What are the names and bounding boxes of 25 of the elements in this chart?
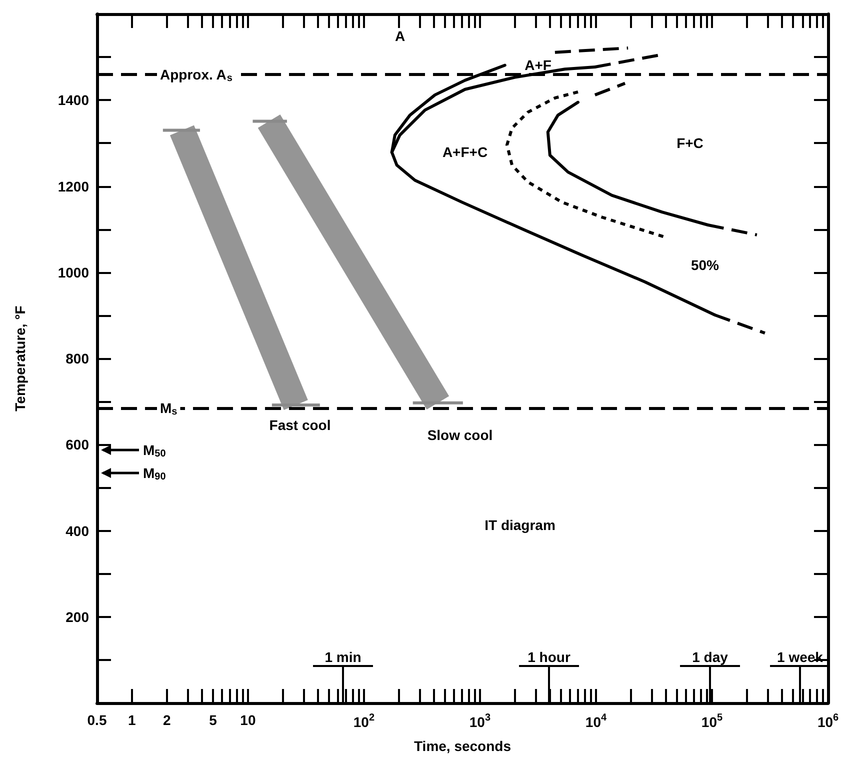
y-tick-label: 1400 <box>58 92 90 108</box>
x-axis-title: Time, seconds <box>414 738 512 754</box>
annotation: 50% <box>690 257 720 273</box>
annotation: F+C <box>676 135 704 151</box>
x-tick-label: 1 <box>128 712 136 728</box>
annotation: 1 day <box>692 649 728 665</box>
annotation: A <box>394 28 406 44</box>
y-tick-label: 1000 <box>58 264 90 280</box>
annotation: A+F+C <box>442 144 488 160</box>
annotation: Slow cool <box>427 427 493 443</box>
annotation: A+F <box>524 57 552 73</box>
y-tick-label: 200 <box>66 608 90 625</box>
annotation: IT diagram <box>484 517 556 533</box>
x-tick-label: 2 <box>162 712 171 728</box>
x-tick-label: 10 <box>240 712 256 728</box>
y-tick-label: 400 <box>66 522 90 539</box>
x-tick-label: 0.5 <box>87 712 107 728</box>
x-tick-label: 5 <box>209 712 218 728</box>
y-tick-label: 1200 <box>58 178 90 194</box>
y-tick-label: 600 <box>66 436 90 453</box>
y-axis-title: Temperature, °F <box>12 305 28 412</box>
annotation: 1 min <box>324 649 362 665</box>
y-tick-label: 800 <box>66 350 90 366</box>
annotation: 1 hour <box>528 649 571 665</box>
annotation: Fast cool <box>269 417 331 433</box>
